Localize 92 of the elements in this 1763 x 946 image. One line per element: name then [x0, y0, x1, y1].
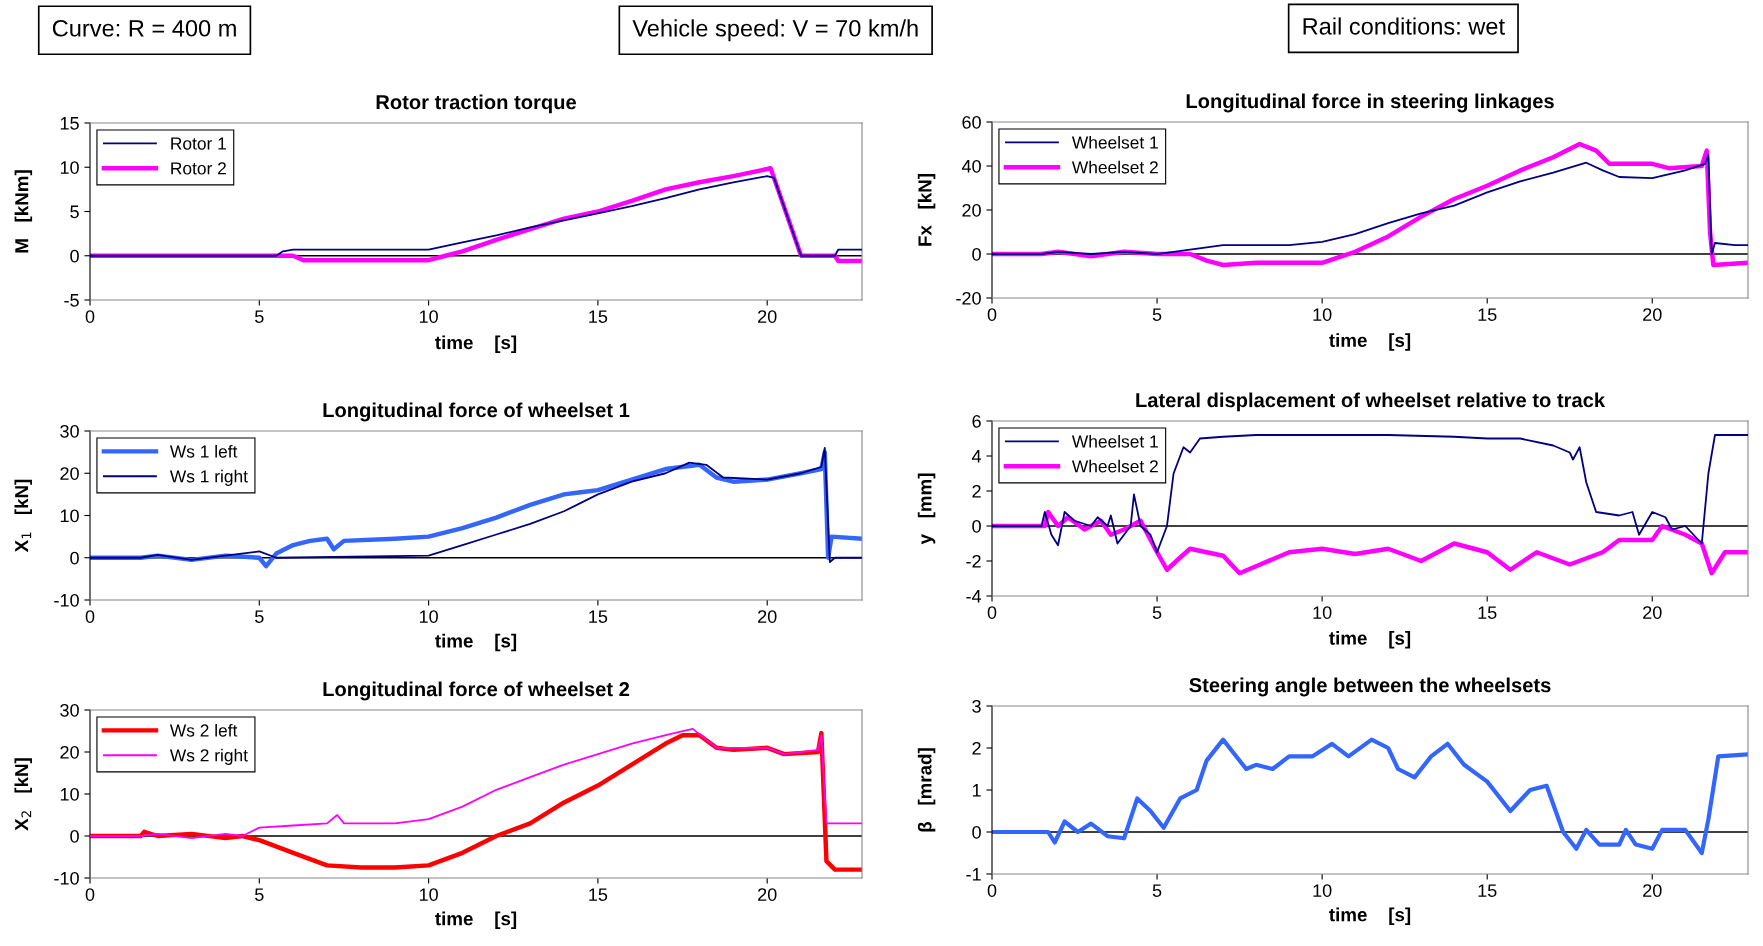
x-tick-label: 15 [589, 310, 608, 323]
legend-label: Ws 1 right [169, 469, 248, 486]
y-axis-title: β [mrad] [917, 748, 936, 832]
y-tick-label: 0 [70, 249, 79, 263]
x-tick-label: 5 [1152, 606, 1162, 619]
y-tick-label: 0 [972, 247, 981, 261]
x-tick-label: 15 [1478, 308, 1497, 321]
y-axis-title: Fx [kN] [917, 174, 936, 246]
chart-title: Steering angle between the wheelsets [1189, 677, 1551, 697]
y-tick-label: 20 [60, 745, 79, 759]
x-tick-label: 5 [255, 610, 264, 623]
y-tick-label: 20 [60, 467, 79, 480]
legend-label: Rotor 2 [171, 162, 226, 175]
x-tick-label: 0 [85, 888, 95, 901]
x-tick-label: 15 [589, 610, 608, 623]
chart-title: Longitudinal force of wheelset 2 [323, 681, 630, 701]
legend-label: Wheelset 1 [1071, 434, 1158, 448]
x-tick-label: 20 [1643, 884, 1662, 897]
text: Vehicle speed: V = 70 km/h [632, 19, 918, 42]
x-tick-label: 0 [987, 308, 997, 321]
x-tick-label: 10 [1313, 884, 1332, 897]
text: X$_{2}$ [kN] [14, 758, 32, 831]
y-tick-label: 6 [972, 414, 981, 428]
legend-label: Ws 1 left [169, 444, 238, 458]
y-tick-label: 5 [70, 205, 79, 219]
y-tick-label: 30 [60, 703, 79, 717]
y-tick-label: 40 [961, 159, 981, 173]
x-axis-title: time [s] [1329, 631, 1411, 649]
legend-label: Ws 2 left [169, 723, 238, 737]
x-tick-label: 5 [1152, 884, 1162, 897]
y-tick-label: 3 [972, 699, 981, 713]
y-tick-label: -20 [956, 291, 981, 305]
chart-title: Longitudinal force of wheelset 1 [323, 402, 630, 422]
x-tick-label: 0 [987, 884, 997, 897]
chart-title: Lateral displacement of wheelset relative to track [1136, 392, 1606, 412]
x-axis-title: time [s] [1329, 333, 1411, 351]
y-tick-label: -4 [966, 590, 982, 603]
y-tick-label: 2 [972, 741, 981, 755]
y-tick-label: 0 [70, 551, 79, 565]
y-tick-label: -2 [966, 554, 981, 568]
x-tick-label: 10 [419, 310, 438, 323]
y-tick-label: 10 [60, 787, 79, 801]
x-tick-label: 15 [589, 888, 608, 901]
text: X$_{1}$ [kN] [14, 479, 32, 553]
x-tick-label: 10 [1313, 308, 1332, 321]
y-tick-label: -5 [64, 294, 79, 307]
y-tick-label: 1 [972, 784, 981, 797]
y-tick-label: 4 [971, 450, 982, 463]
legend-label: Rotor 1 [171, 137, 226, 150]
x-tick-label: 0 [987, 606, 997, 619]
x-axis-title: time [s] [435, 335, 517, 353]
x-tick-label: 10 [419, 888, 438, 901]
chart-title: Longitudinal force in steering linkages [1186, 93, 1554, 113]
y-tick-label: 0 [70, 829, 79, 843]
text: Curve: R = 400 m [52, 19, 236, 37]
x-tick-label: 20 [758, 888, 777, 901]
y-tick-label: -10 [54, 871, 79, 885]
x-tick-label: 20 [1643, 606, 1662, 619]
x-tick-label: 20 [758, 610, 777, 623]
y-tick-label: 60 [962, 115, 981, 129]
y-tick-label: 20 [962, 203, 981, 217]
y-axis-title: M [kNm] [14, 170, 33, 253]
x-tick-label: 0 [85, 310, 95, 323]
y-tick-label: 0 [972, 825, 981, 839]
y-tick-label: 0 [972, 519, 981, 533]
x-tick-label: 5 [255, 888, 264, 901]
x-axis-title: time [s] [435, 911, 517, 930]
x-tick-label: 5 [255, 310, 264, 323]
text: Rail conditions: wet [1303, 17, 1505, 35]
x-tick-label: 0 [85, 610, 95, 623]
x-axis-title: time [s] [435, 633, 517, 652]
y-tick-label: 2 [972, 484, 981, 498]
x-tick-label: 15 [1478, 884, 1497, 897]
x-axis-title: time [s] [1329, 907, 1411, 926]
x-tick-label: 15 [1478, 606, 1497, 619]
x-tick-label: 10 [419, 610, 438, 623]
legend-label: Wheelset 1 [1071, 135, 1158, 149]
x-tick-label: 20 [758, 310, 777, 323]
y-tick-label: -10 [54, 593, 79, 607]
y-tick-label: 10 [60, 161, 79, 174]
y-axis-title: y [mm] [917, 473, 936, 545]
legend-label: Wheelset 2 [1071, 459, 1158, 473]
legend-label: Wheelset 2 [1071, 160, 1158, 174]
x-tick-label: 20 [1643, 308, 1662, 321]
y-tick-label: 15 [60, 117, 79, 130]
y-tick-label: 30 [60, 424, 79, 438]
chart-title: Rotor traction torque [376, 94, 577, 114]
legend-label: Ws 2 right [169, 748, 248, 765]
y-tick-label: -1 [966, 868, 981, 881]
x-tick-label: 10 [1313, 606, 1332, 619]
y-tick-label: 10 [60, 509, 79, 523]
x-tick-label: 5 [1152, 308, 1162, 321]
